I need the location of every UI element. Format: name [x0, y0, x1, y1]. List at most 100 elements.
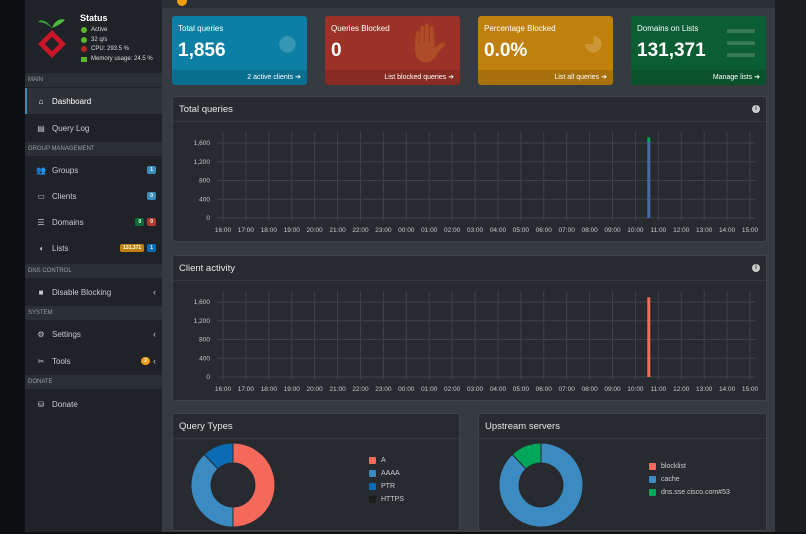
stat-footer-link[interactable]: Manage lists ➔: [631, 70, 766, 85]
legend-item[interactable]: AAAA: [369, 467, 404, 480]
legend-item[interactable]: dns.sse.cisco.com#53: [649, 486, 730, 499]
sidebar-item-clients[interactable]: ▭ Clients 0: [25, 183, 162, 209]
sidebar-item-dashboard[interactable]: ⌂ Dashboard: [25, 88, 162, 114]
gears-icon: ⚙: [37, 329, 45, 339]
x-tick-label: 20:00: [307, 227, 324, 234]
sidebar-item-tools[interactable]: ✂ Tools 2 ‹: [25, 348, 162, 374]
memory-text: Memory usage: 24.5 %: [91, 56, 153, 62]
legend-item[interactable]: PTR: [369, 480, 404, 493]
file-icon: ▤: [37, 123, 45, 133]
legend-checkbox[interactable]: [369, 496, 376, 503]
sidebar-item-query-log[interactable]: ▤ Query Log: [25, 115, 162, 141]
x-tick-label: 03:00: [467, 227, 484, 234]
x-tick-label: 01:00: [421, 227, 438, 234]
status-active: Active: [81, 27, 107, 33]
stat-domains-on-lists: ☰ Domains on Lists 131,371 Manage lists ➔: [631, 16, 766, 85]
footer-text: List all queries: [554, 74, 600, 81]
legend-item[interactable]: cache: [649, 473, 730, 486]
x-tick-label: 05:00: [513, 227, 530, 234]
x-tick-label: 20:00: [307, 386, 324, 393]
legend-label: HTTPS: [381, 496, 404, 503]
x-tick-label: 02:00: [444, 386, 461, 393]
x-tick-label: 19:00: [284, 227, 301, 234]
main-content: ● Total queries 1,856 2 active clients ➔ ✋ Q…: [162, 0, 775, 532]
users-icon: 👥: [36, 165, 46, 175]
x-tick-label: 04:00: [490, 227, 507, 234]
clients-badge: 0: [147, 192, 156, 200]
hand-icon: ✋: [404, 23, 452, 65]
stat-title: Total queries: [178, 24, 224, 33]
legend-item[interactable]: A: [369, 454, 404, 467]
sidebar-item-domains[interactable]: ☰ Domains 0 0: [25, 209, 162, 235]
notification-badge[interactable]: [177, 0, 187, 6]
donut-slice: [203, 442, 234, 470]
section-group: GROUP MANAGEMENT: [25, 142, 162, 156]
x-tick-label: 02:00: [444, 227, 461, 234]
status-cpu: CPU: 293.5 %: [81, 46, 129, 52]
panel-title: Client activity: [173, 256, 766, 281]
legend-checkbox[interactable]: [369, 470, 376, 477]
x-tick-label: 13:00: [696, 227, 713, 234]
legend-label: A: [381, 457, 386, 464]
label: Donate: [52, 399, 78, 409]
x-tick-label: 16:00: [215, 386, 232, 393]
chevron-left-icon: ‹: [153, 329, 156, 339]
sidebar-item-settings[interactable]: ⚙ Settings ‹: [25, 321, 162, 347]
legend-label: dns.sse.cisco.com#53: [661, 489, 730, 496]
query-types-legend: A AAAA PTR HTTPS: [369, 454, 404, 506]
stat-percentage-blocked: ◕ Percentage Blocked 0.0% List all queries …: [478, 16, 613, 85]
x-tick-label: 11:00: [650, 386, 666, 393]
right-edge: [775, 0, 806, 532]
legend-checkbox[interactable]: [369, 457, 376, 464]
rate-text: 32 q/s: [91, 37, 108, 43]
total-queries-panel: Total queries i 16:00 17:00 18:00 19:00 20:00…: [172, 96, 767, 242]
stat-footer-link[interactable]: List blocked queries ➔: [325, 70, 460, 85]
y-tick-label: 800: [199, 178, 210, 185]
home-icon: ⌂: [38, 96, 44, 106]
legend-item[interactable]: blocklist: [649, 460, 730, 473]
label: Clients: [52, 191, 77, 201]
sidebar: Status Active 32 q/s CPU: 293.5 % Memory…: [25, 0, 162, 532]
section-donate: DONATE: [25, 375, 162, 389]
legend-checkbox[interactable]: [649, 476, 656, 483]
legend-label: AAAA: [381, 470, 400, 477]
sidebar-item-groups[interactable]: 👥 Groups 1: [25, 157, 162, 183]
x-tick-label: 22:00: [352, 386, 369, 393]
sidebar-item-disable-blocking[interactable]: ■ Disable Blocking ‹: [25, 279, 162, 305]
legend-checkbox[interactable]: [649, 463, 656, 470]
tools-icon: ✂: [37, 356, 45, 366]
info-icon[interactable]: i: [752, 264, 760, 272]
label: Settings: [52, 329, 81, 339]
panel-title: Upstream servers: [479, 414, 766, 439]
sidebar-item-donate[interactable]: ⛁ Donate: [25, 391, 162, 417]
total-queries-chart: 16:00 17:00 18:00 19:00 20:00 21:00 22:00 23:00…: [194, 132, 759, 234]
y-tick-label: 400: [199, 355, 210, 362]
query-types-panel: Query Types A AAAA PTR HTTPS: [172, 413, 460, 531]
x-tick-label: 07:00: [559, 386, 576, 393]
label: Groups: [52, 165, 79, 175]
x-tick-label: 12:00: [673, 227, 690, 234]
tools-badge: 2: [141, 357, 150, 365]
status-memory: Memory usage: 24.5 %: [81, 56, 153, 62]
legend-item[interactable]: HTTPS: [369, 493, 404, 506]
stat-footer-link[interactable]: 2 active clients ➔: [172, 70, 307, 85]
info-icon[interactable]: i: [752, 105, 760, 113]
section-main: MAIN: [25, 73, 162, 87]
stat-footer-link[interactable]: List all queries ➔: [478, 70, 613, 85]
donut-slice: [190, 453, 234, 528]
stat-title: Queries Blocked: [331, 24, 390, 33]
x-tick-label: 00:00: [398, 386, 415, 393]
legend-checkbox[interactable]: [649, 489, 656, 496]
donut-slice: [232, 442, 276, 528]
x-tick-label: 04:00: [490, 386, 507, 393]
list-icon: ☰: [723, 24, 758, 66]
sidebar-item-lists[interactable]: ◖ Lists 131,371 1: [25, 235, 162, 261]
label: Dashboard: [52, 96, 92, 106]
y-tick-label: 1,600: [194, 140, 211, 147]
x-tick-label: 14:00: [719, 386, 736, 393]
section-system: SYSTEM: [25, 306, 162, 320]
legend-checkbox[interactable]: [369, 483, 376, 490]
active-text: Active: [91, 27, 108, 33]
x-tick-label: 06:00: [536, 386, 553, 393]
panel-title: Query Types: [173, 414, 459, 439]
